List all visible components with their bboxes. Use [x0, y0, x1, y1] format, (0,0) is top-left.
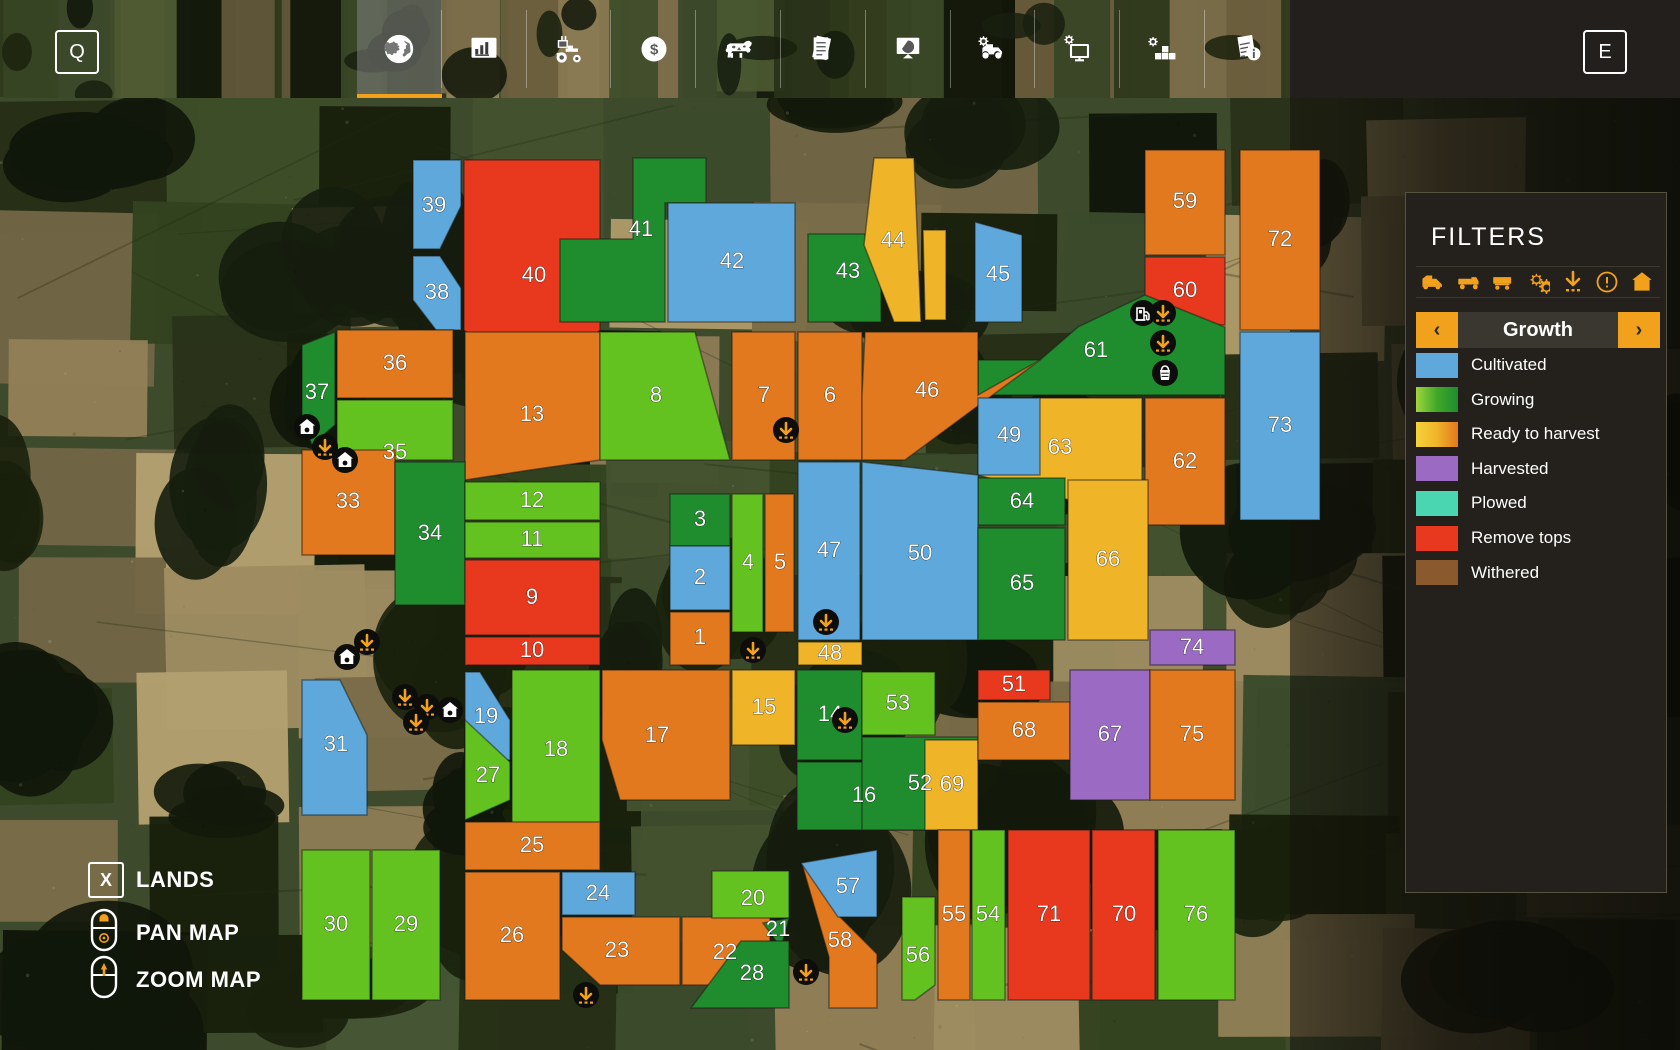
svg-text:33: 33	[336, 488, 360, 513]
svg-text:15: 15	[752, 694, 776, 719]
svg-text:17: 17	[645, 722, 669, 747]
svg-text:20: 20	[741, 885, 765, 910]
svg-text:34: 34	[418, 520, 442, 545]
svg-text:1: 1	[694, 624, 706, 649]
svg-text:40: 40	[522, 262, 546, 287]
svg-text:31: 31	[324, 731, 348, 756]
svg-text:19: 19	[474, 703, 498, 728]
svg-text:52: 52	[908, 770, 932, 795]
svg-text:53: 53	[886, 690, 910, 715]
svg-text:39: 39	[422, 192, 446, 217]
svg-text:59: 59	[1173, 188, 1197, 213]
svg-text:68: 68	[1012, 717, 1036, 742]
svg-text:70: 70	[1112, 901, 1136, 926]
svg-text:11: 11	[521, 526, 544, 551]
svg-text:47: 47	[817, 537, 841, 562]
svg-text:38: 38	[425, 279, 449, 304]
svg-text:41: 41	[629, 216, 653, 241]
svg-text:71: 71	[1037, 901, 1061, 926]
svg-text:51: 51	[1002, 671, 1026, 696]
svg-text:16: 16	[852, 782, 876, 807]
svg-text:75: 75	[1180, 721, 1204, 746]
svg-text:8: 8	[650, 382, 662, 407]
svg-text:43: 43	[836, 258, 860, 283]
svg-text:72: 72	[1268, 226, 1292, 251]
svg-text:57: 57	[836, 873, 860, 898]
svg-text:63: 63	[1048, 434, 1072, 459]
svg-text:65: 65	[1010, 570, 1034, 595]
svg-text:67: 67	[1098, 721, 1122, 746]
svg-text:26: 26	[500, 922, 524, 947]
svg-text:61: 61	[1084, 337, 1108, 362]
svg-text:28: 28	[740, 960, 764, 985]
svg-text:29: 29	[394, 911, 418, 936]
svg-text:$: $	[650, 41, 659, 59]
svg-text:9: 9	[526, 584, 538, 609]
svg-text:66: 66	[1096, 546, 1120, 571]
svg-text:6: 6	[824, 382, 836, 407]
svg-text:23: 23	[605, 937, 629, 962]
svg-text:5: 5	[774, 549, 786, 574]
svg-text:64: 64	[1010, 488, 1034, 513]
svg-text:49: 49	[997, 422, 1021, 447]
svg-text:45: 45	[986, 261, 1010, 286]
svg-text:2: 2	[694, 564, 706, 589]
svg-text:10: 10	[520, 637, 544, 662]
svg-text:12: 12	[520, 487, 544, 512]
svg-text:7: 7	[758, 382, 770, 407]
svg-text:60: 60	[1173, 277, 1197, 302]
svg-text:58: 58	[828, 927, 852, 952]
svg-text:76: 76	[1184, 901, 1208, 926]
svg-text:13: 13	[520, 401, 544, 426]
svg-text:37: 37	[305, 379, 329, 404]
svg-text:25: 25	[520, 832, 544, 857]
svg-text:24: 24	[586, 880, 610, 905]
svg-text:4: 4	[742, 549, 754, 574]
svg-text:74: 74	[1180, 634, 1204, 659]
svg-text:3: 3	[694, 506, 706, 531]
svg-text:35: 35	[383, 439, 407, 464]
svg-text:55: 55	[942, 901, 966, 926]
svg-text:62: 62	[1173, 448, 1197, 473]
svg-text:27: 27	[476, 762, 500, 787]
svg-text:44: 44	[881, 227, 905, 252]
svg-text:56: 56	[906, 942, 930, 967]
svg-text:21: 21	[766, 916, 790, 941]
svg-text:69: 69	[940, 771, 964, 796]
svg-text:42: 42	[720, 248, 744, 273]
svg-text:46: 46	[915, 377, 939, 402]
svg-text:36: 36	[383, 350, 407, 375]
svg-text:54: 54	[976, 901, 1000, 926]
svg-text:18: 18	[544, 736, 568, 761]
svg-text:73: 73	[1268, 412, 1292, 437]
svg-text:48: 48	[818, 640, 842, 665]
svg-text:22: 22	[713, 939, 737, 964]
svg-text:50: 50	[908, 540, 932, 565]
